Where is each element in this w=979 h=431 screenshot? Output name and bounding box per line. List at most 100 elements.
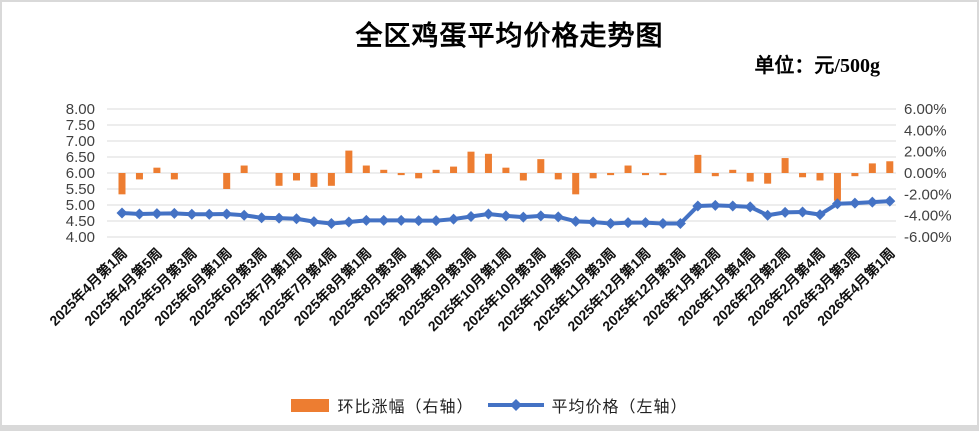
line-marker <box>640 217 651 229</box>
right-axis-tick: -4.00% <box>904 208 952 225</box>
line-marker <box>657 218 669 230</box>
bar <box>327 173 335 186</box>
bar <box>642 173 649 176</box>
left-axis-tick: 5.00 <box>66 197 95 214</box>
legend-item-bar-series: 环比涨幅（右轴） <box>291 393 473 417</box>
bar <box>781 158 789 173</box>
line-marker <box>605 218 617 230</box>
bar <box>170 173 178 180</box>
bar <box>380 169 388 173</box>
line-marker <box>570 215 582 227</box>
left-axis-tick: 8.00 <box>66 101 95 118</box>
bar <box>362 165 370 173</box>
legend: 环比涨幅（右轴） 平均价格（左轴） <box>2 393 977 417</box>
bar <box>868 163 876 173</box>
bar <box>467 151 475 173</box>
line-marker <box>727 200 739 212</box>
line-marker <box>430 215 442 227</box>
bar <box>833 173 841 201</box>
legend-line-label: 平均价格（左轴） <box>551 399 688 416</box>
bar <box>135 173 143 180</box>
right-axis-tick: 2.00% <box>904 144 947 161</box>
line-series-swatch <box>487 399 544 411</box>
line-marker <box>779 206 791 218</box>
line-marker <box>866 196 878 208</box>
line-marker <box>831 198 843 210</box>
line-marker <box>133 208 145 220</box>
line-marker <box>413 215 425 227</box>
line-marker <box>291 213 302 225</box>
left-axis-tick: 7.00 <box>66 133 95 150</box>
bar <box>729 169 737 173</box>
line-marker <box>116 207 128 219</box>
bar <box>502 167 510 173</box>
legend-bar-label: 环比涨幅（右轴） <box>337 399 474 416</box>
bar <box>624 165 632 173</box>
line-marker <box>256 212 268 224</box>
bar <box>764 173 772 184</box>
line-marker <box>221 208 233 220</box>
bar <box>554 173 562 180</box>
bar <box>659 173 667 176</box>
bar <box>589 173 597 179</box>
bar <box>746 173 754 182</box>
line-marker <box>151 208 163 220</box>
bar <box>519 173 527 181</box>
bar <box>607 173 615 176</box>
left-axis-tick: 7.50 <box>66 117 95 134</box>
line-marker <box>744 201 756 213</box>
left-axis-tick: 5.50 <box>66 181 95 198</box>
bar <box>537 159 545 173</box>
line-marker <box>343 216 355 228</box>
line-marker <box>709 199 721 211</box>
bar-series-swatch <box>291 398 330 412</box>
line-marker <box>674 218 686 230</box>
bar <box>886 161 894 173</box>
bar <box>397 173 405 176</box>
line-marker <box>325 218 337 230</box>
line-marker <box>238 209 250 221</box>
bar <box>118 173 126 195</box>
line-marker <box>797 206 809 218</box>
bar <box>310 173 318 187</box>
line-marker <box>448 213 460 225</box>
line-marker <box>849 197 861 209</box>
right-axis-tick: 4.00% <box>904 122 947 139</box>
left-axis-tick: 4.00 <box>66 229 95 246</box>
line-marker <box>308 216 320 228</box>
bar <box>816 173 824 181</box>
bar <box>572 173 580 195</box>
line-marker <box>814 209 826 221</box>
line-marker <box>535 210 547 222</box>
line-marker <box>465 211 477 223</box>
bar <box>694 154 702 173</box>
line-marker <box>692 200 704 212</box>
bar <box>415 173 423 179</box>
line-marker <box>552 211 564 223</box>
right-axis-tick: -2.00% <box>904 186 952 203</box>
line-marker <box>762 209 774 221</box>
left-axis-tick: 6.50 <box>66 149 95 166</box>
bar <box>450 166 458 173</box>
line-marker <box>395 214 407 226</box>
bar <box>345 150 353 173</box>
line-marker <box>168 207 180 219</box>
line-marker <box>186 208 198 220</box>
left-axis-tick: 6.00 <box>66 165 95 182</box>
bar <box>275 173 283 186</box>
line-marker <box>273 212 285 224</box>
line-marker <box>500 210 512 222</box>
bar <box>484 153 492 173</box>
bar <box>432 169 440 173</box>
bar <box>223 173 231 189</box>
line-marker <box>517 211 529 223</box>
bar <box>799 173 807 178</box>
line-marker <box>587 216 599 228</box>
unit-label: 单位：元/500g <box>754 55 880 77</box>
right-axis-tick: 6.00% <box>904 101 947 118</box>
right-axis-tick: 0.00% <box>904 165 947 182</box>
bar <box>240 165 248 173</box>
chart-title: 全区鸡蛋平均价格走势图 <box>355 21 664 51</box>
